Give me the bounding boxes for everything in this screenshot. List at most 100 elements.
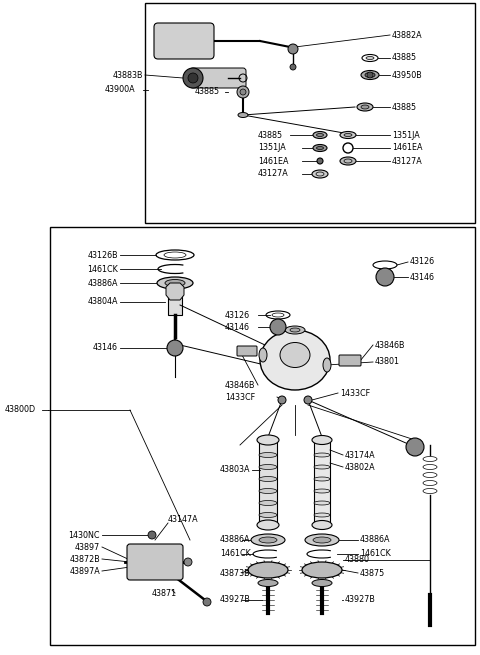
Ellipse shape xyxy=(312,436,332,445)
Ellipse shape xyxy=(259,489,277,493)
Ellipse shape xyxy=(305,534,339,546)
FancyBboxPatch shape xyxy=(190,68,246,88)
Text: 1351JA: 1351JA xyxy=(392,130,420,140)
Ellipse shape xyxy=(259,453,277,457)
Text: 1351JA: 1351JA xyxy=(258,143,286,153)
Circle shape xyxy=(288,44,298,54)
Text: 43897: 43897 xyxy=(75,542,100,552)
Text: 43146: 43146 xyxy=(410,272,435,282)
Circle shape xyxy=(188,73,198,83)
Text: 43886A: 43886A xyxy=(360,536,391,544)
Text: 43804A: 43804A xyxy=(87,297,118,307)
Ellipse shape xyxy=(312,521,332,529)
Ellipse shape xyxy=(312,580,332,586)
Text: 43126: 43126 xyxy=(225,310,250,320)
Text: 43126: 43126 xyxy=(410,257,435,267)
Ellipse shape xyxy=(313,132,327,138)
Text: 43147A: 43147A xyxy=(168,515,199,525)
Ellipse shape xyxy=(316,147,324,149)
Ellipse shape xyxy=(259,476,277,481)
Ellipse shape xyxy=(340,132,356,138)
Text: 43886A: 43886A xyxy=(220,536,251,544)
Text: 43802A: 43802A xyxy=(345,462,376,472)
FancyBboxPatch shape xyxy=(154,23,214,59)
Ellipse shape xyxy=(258,580,278,586)
Text: 43174A: 43174A xyxy=(345,451,376,460)
Ellipse shape xyxy=(259,348,267,362)
Circle shape xyxy=(237,86,249,98)
Circle shape xyxy=(367,72,373,78)
Ellipse shape xyxy=(314,489,330,493)
Circle shape xyxy=(406,438,424,456)
FancyBboxPatch shape xyxy=(237,346,257,356)
Text: 1461CK: 1461CK xyxy=(360,550,391,559)
Text: 43875: 43875 xyxy=(360,569,385,578)
Ellipse shape xyxy=(257,435,279,445)
FancyBboxPatch shape xyxy=(127,544,183,580)
Text: 43127A: 43127A xyxy=(258,170,289,179)
Ellipse shape xyxy=(314,513,330,517)
Bar xyxy=(145,3,475,223)
Text: 43880: 43880 xyxy=(345,555,370,565)
Circle shape xyxy=(317,158,323,164)
Bar xyxy=(168,287,182,315)
Text: 43127A: 43127A xyxy=(392,157,423,166)
Ellipse shape xyxy=(365,73,375,77)
Ellipse shape xyxy=(260,330,330,390)
Circle shape xyxy=(376,268,394,286)
Text: 43885: 43885 xyxy=(195,88,220,96)
Text: 43803A: 43803A xyxy=(220,466,251,474)
Text: 1430NC: 1430NC xyxy=(69,531,100,540)
Ellipse shape xyxy=(285,326,305,334)
Circle shape xyxy=(184,558,192,566)
Text: 43873B: 43873B xyxy=(220,569,251,578)
Circle shape xyxy=(167,340,183,356)
Text: 43800D: 43800D xyxy=(5,405,36,415)
Ellipse shape xyxy=(257,520,279,530)
Ellipse shape xyxy=(302,562,342,578)
Circle shape xyxy=(203,598,211,606)
Text: 1433CF: 1433CF xyxy=(225,392,255,402)
Text: 1461CK: 1461CK xyxy=(87,265,118,274)
Text: 43927B: 43927B xyxy=(220,595,251,605)
Text: 43885: 43885 xyxy=(392,54,417,62)
Ellipse shape xyxy=(165,280,185,286)
Text: 1433CF: 1433CF xyxy=(340,388,370,398)
Ellipse shape xyxy=(280,343,310,367)
FancyBboxPatch shape xyxy=(339,355,361,366)
Ellipse shape xyxy=(248,562,288,578)
Text: 43882A: 43882A xyxy=(392,31,422,39)
Text: 43872B: 43872B xyxy=(69,555,100,563)
Ellipse shape xyxy=(314,465,330,469)
Ellipse shape xyxy=(316,134,324,136)
Circle shape xyxy=(290,64,296,70)
Text: 43146: 43146 xyxy=(93,343,118,352)
Ellipse shape xyxy=(259,537,277,543)
Text: 43801: 43801 xyxy=(375,358,400,367)
Text: 43871: 43871 xyxy=(152,588,177,597)
Ellipse shape xyxy=(312,170,328,178)
Ellipse shape xyxy=(340,157,356,165)
Bar xyxy=(259,440,277,525)
Text: 43950B: 43950B xyxy=(392,71,423,79)
Circle shape xyxy=(304,396,312,404)
Polygon shape xyxy=(166,283,184,300)
Ellipse shape xyxy=(259,512,277,517)
Ellipse shape xyxy=(313,145,327,151)
Ellipse shape xyxy=(366,56,374,60)
Text: 1461EA: 1461EA xyxy=(392,143,422,153)
Ellipse shape xyxy=(357,103,373,111)
Text: 43146: 43146 xyxy=(225,322,250,331)
Ellipse shape xyxy=(251,534,285,546)
Text: 43886A: 43886A xyxy=(87,278,118,288)
Ellipse shape xyxy=(344,134,352,136)
Bar xyxy=(314,440,330,525)
Circle shape xyxy=(148,531,156,539)
Text: 43897A: 43897A xyxy=(69,567,100,576)
Text: 43927B: 43927B xyxy=(345,595,376,605)
Ellipse shape xyxy=(323,358,331,372)
Text: 43846B: 43846B xyxy=(375,341,406,350)
Text: 1461EA: 1461EA xyxy=(258,157,288,166)
Text: 43900A: 43900A xyxy=(105,86,136,94)
Ellipse shape xyxy=(259,464,277,470)
